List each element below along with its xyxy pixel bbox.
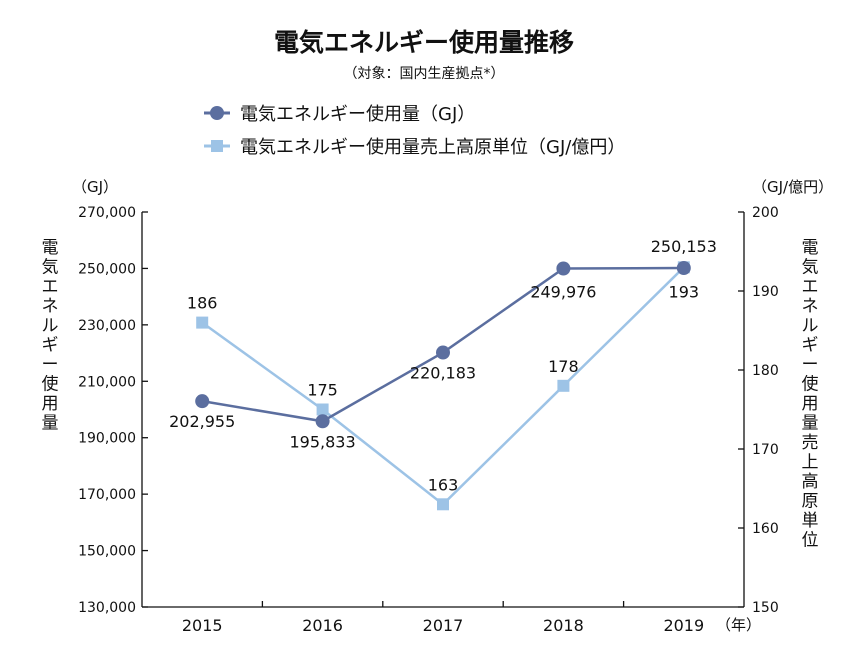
left-tick-label: 270,000	[78, 205, 136, 221]
series-intensity-line	[201, 266, 685, 506]
energy-point	[315, 414, 330, 429]
energy-data-label: 249,976	[530, 282, 596, 301]
right-tick-label: 170	[752, 442, 779, 458]
axis-label-char: ギ	[42, 336, 59, 356]
right-tick-label: 160	[752, 521, 779, 537]
intensity-point	[437, 498, 449, 511]
axis-label-char: ネ	[802, 297, 819, 317]
chart-title: 電気エネルギー使用量推移	[274, 28, 574, 57]
energy-point	[556, 261, 571, 276]
x-tick-label: 2016	[302, 616, 343, 635]
axis-label-char: エ	[802, 277, 819, 297]
right-tick-label: 150	[752, 600, 779, 616]
intensity-point	[196, 316, 209, 329]
intensity-point	[316, 403, 329, 416]
energy-point	[436, 345, 450, 360]
axis-label-char: 位	[802, 531, 819, 551]
axis-label-char: 気	[42, 258, 59, 278]
axis-label-char: ネ	[42, 297, 59, 317]
axis-label-char: ル	[42, 316, 59, 336]
left-tick-label: 210,000	[78, 374, 136, 390]
axis-label-char: 気	[802, 258, 819, 278]
axis-label-char: 量	[802, 414, 819, 434]
marks: 202,955 195,833 220,183 249,976 250,153 186 17…	[169, 237, 717, 511]
right-tick-label: 190	[752, 284, 779, 300]
legend-item-intensity: 電気エネルギー使用量売上高原単位（GJ/億円）	[204, 137, 625, 158]
energy-data-label: 202,955	[169, 412, 235, 431]
energy-data-label: 195,833	[290, 432, 356, 451]
intensity-data-label: 193	[669, 282, 700, 301]
right-axis-unit: （GJ/億円）	[752, 178, 833, 196]
axis-label-char: 原	[802, 492, 819, 512]
x-tick-label: 2018	[543, 616, 584, 635]
left-axis-unit: （GJ）	[72, 178, 118, 196]
energy-point	[195, 394, 210, 409]
legend-circle-marker	[210, 106, 224, 120]
right-axis-label: 電気エネルギー使用量売上高原単位	[802, 238, 819, 551]
axis-label-char: エ	[42, 277, 59, 297]
legend: 電気エネルギー使用量（GJ） 電気エネルギー使用量売上高原単位（GJ/億円）	[204, 104, 625, 158]
axis-label-char: 電	[42, 238, 59, 258]
x-tick-label: 2019	[663, 616, 704, 635]
intensity-data-label: 178	[548, 357, 579, 376]
legend-item-energy: 電気エネルギー使用量（GJ）	[204, 104, 475, 125]
axis-label-char: 使	[802, 374, 819, 395]
x-axis-unit: （年）	[716, 616, 761, 634]
axis-label-char: 上	[802, 453, 819, 473]
axis-label-char: 売	[802, 433, 819, 453]
left-tick-label: 150,000	[78, 544, 136, 560]
legend-label-intensity: 電気エネルギー使用量売上高原単位（GJ/億円）	[240, 137, 625, 158]
axis-label-char: 単	[802, 511, 819, 531]
energy-data-label: 250,153	[651, 237, 717, 256]
axis-label-char: ー	[42, 355, 59, 375]
left-tick-label: 250,000	[78, 261, 136, 277]
left-tick-label: 190,000	[78, 431, 136, 447]
intensity-data-label: 163	[428, 475, 459, 494]
axis-label-char: 量	[42, 414, 59, 434]
intensity-data-label: 186	[187, 294, 218, 313]
left-axis-label: 電気エネルギー使用量	[42, 238, 59, 434]
left-tick-label: 130,000	[78, 600, 136, 616]
x-tick-label: 2017	[423, 616, 464, 635]
left-tick-label: 230,000	[78, 318, 136, 334]
intensity-point	[557, 379, 570, 392]
chart-subtitle: （対象：国内生産拠点*）	[344, 66, 505, 82]
energy-data-label: 220,183	[410, 364, 476, 383]
energy-point	[676, 260, 691, 275]
legend-label-energy: 電気エネルギー使用量（GJ）	[240, 104, 475, 125]
axis-label-char: 電	[802, 238, 819, 258]
x-tick-label: 2015	[182, 616, 223, 635]
axis-label-char: ー	[802, 355, 819, 375]
right-tick-label: 200	[752, 205, 779, 221]
series-energy-line	[201, 266, 684, 423]
axis-label-char: 用	[802, 394, 819, 414]
axis-label-char: ギ	[802, 336, 819, 356]
intensity-data-label: 175	[307, 381, 338, 400]
axis-label-char: ル	[802, 316, 819, 336]
axes: 130,000 150,000 170,000 190,000 210,000 230,0…	[78, 205, 779, 635]
axis-label-char: 用	[42, 394, 59, 414]
right-tick-label: 180	[752, 363, 779, 379]
legend-square-marker	[211, 140, 223, 152]
axis-label-char: 使	[42, 374, 59, 395]
left-tick-label: 170,000	[78, 487, 136, 503]
axis-label-char: 高	[802, 472, 819, 492]
